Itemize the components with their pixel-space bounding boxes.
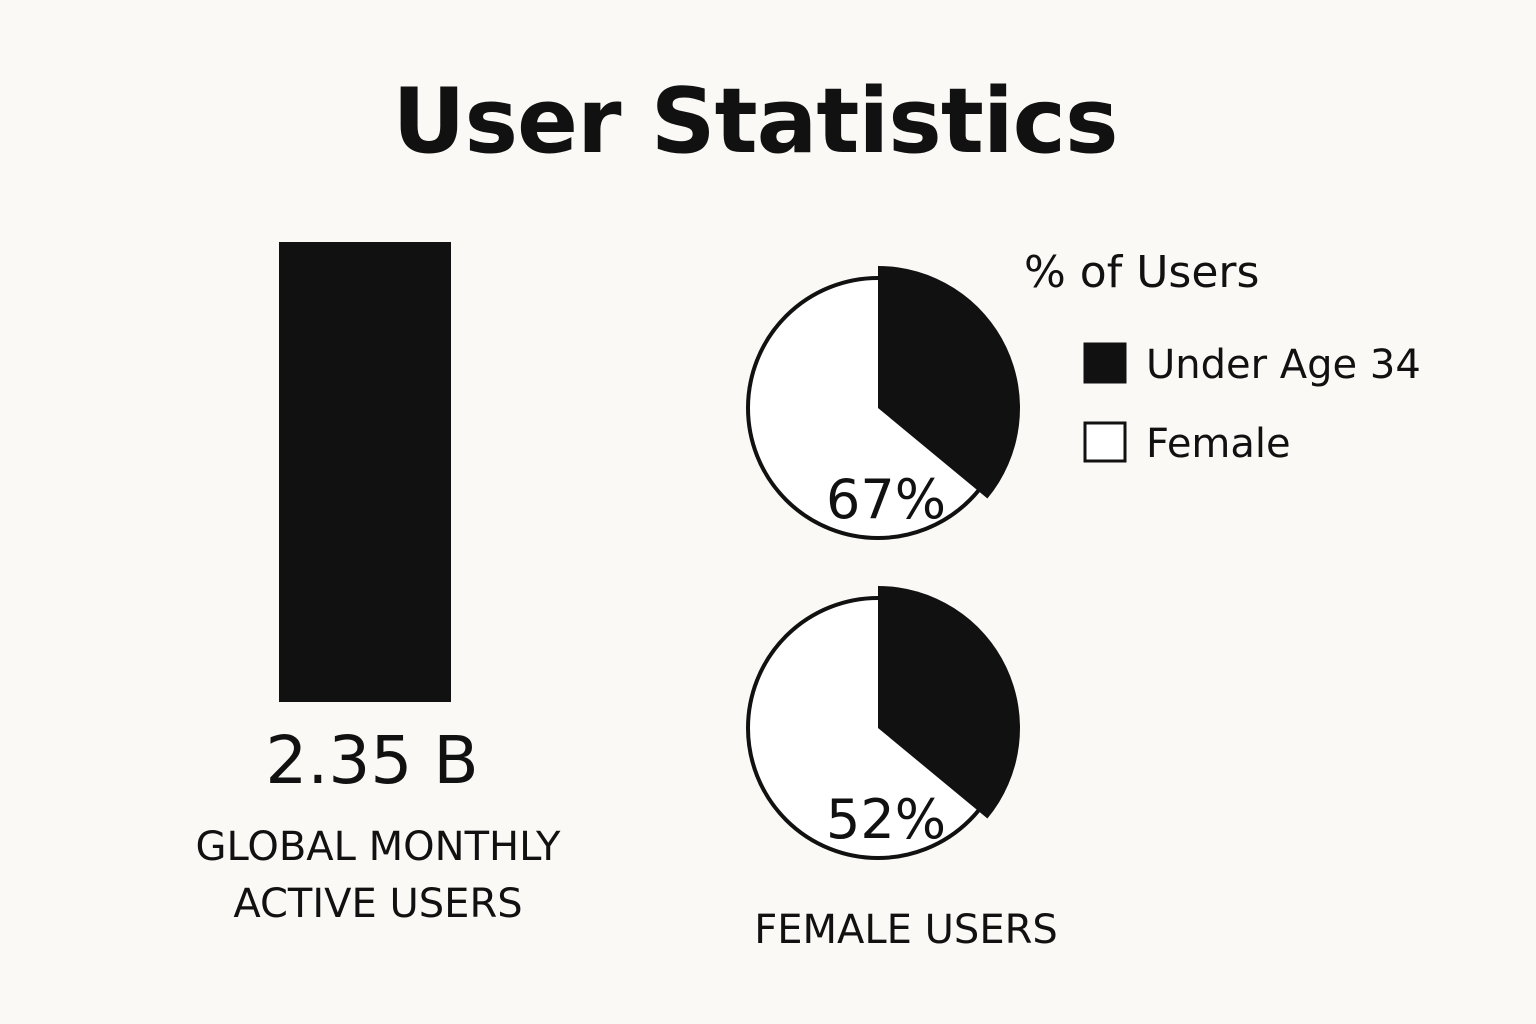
- bar-global-monthly-active-users: [279, 242, 451, 702]
- pie-charts: 67% 52% FEMALE USERS: [746, 266, 1058, 953]
- legend-swatch-1: [1083, 342, 1127, 384]
- bar-chart: 2.35 B GLOBAL MONTHLY ACTIVE USERS: [196, 242, 562, 927]
- legend-swatch-2: [1083, 421, 1127, 463]
- pie-slice-1: [878, 266, 1021, 499]
- pie-caption: FEMALE USERS: [754, 907, 1058, 953]
- bar-value-label: 2.35 B: [265, 722, 478, 799]
- bar-category-label-line-1: GLOBAL MONTHLY: [196, 824, 562, 870]
- bar-category-label-line-2: ACTIVE USERS: [233, 881, 522, 927]
- legend-label-2: Female: [1146, 421, 1291, 467]
- page-title: User Statistics: [392, 69, 1118, 174]
- pie-slice-2: [878, 586, 1021, 819]
- legend: % of Users Under Age 34 Female: [1024, 247, 1421, 467]
- pie-value-label-2: 52%: [826, 788, 946, 851]
- legend-title: % of Users: [1024, 247, 1259, 298]
- pie-value-label-1: 67%: [826, 468, 946, 531]
- legend-label-1: Under Age 34: [1146, 342, 1421, 388]
